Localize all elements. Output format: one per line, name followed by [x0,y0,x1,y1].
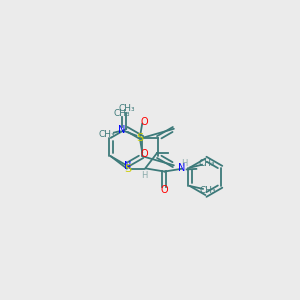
Text: O: O [141,148,148,158]
Text: CH₃: CH₃ [114,109,130,118]
Text: CH₃: CH₃ [200,186,217,195]
Text: S: S [124,164,131,173]
Text: N: N [124,161,131,171]
Text: CH₃: CH₃ [98,130,115,139]
Text: O: O [160,185,168,195]
Text: CH₃: CH₃ [118,104,135,113]
Text: O: O [141,117,148,127]
Text: N: N [118,125,126,135]
Text: S: S [136,133,143,143]
Text: N: N [178,163,185,173]
Text: H: H [141,171,148,180]
Text: CH₃: CH₃ [198,159,215,168]
Text: H: H [181,159,188,168]
